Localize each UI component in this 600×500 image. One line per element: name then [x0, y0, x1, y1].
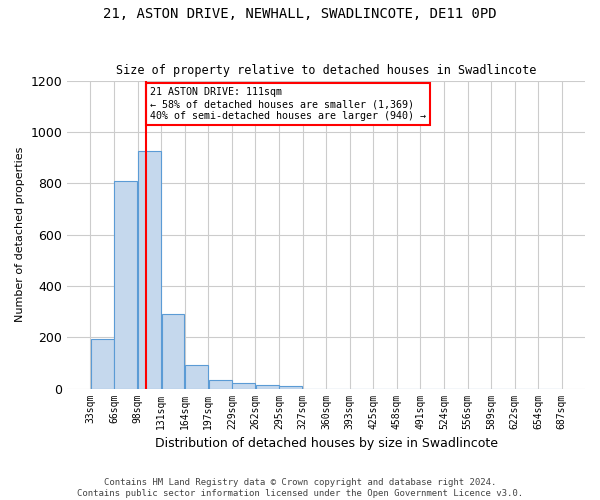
Bar [280, 386, 302, 388]
Bar [185, 366, 208, 388]
Text: Contains HM Land Registry data © Crown copyright and database right 2024.
Contai: Contains HM Land Registry data © Crown c… [77, 478, 523, 498]
Text: 21, ASTON DRIVE, NEWHALL, SWADLINCOTE, DE11 0PD: 21, ASTON DRIVE, NEWHALL, SWADLINCOTE, D… [103, 8, 497, 22]
Bar [138, 152, 161, 388]
Bar [232, 384, 255, 388]
Bar [209, 380, 232, 388]
X-axis label: Distribution of detached houses by size in Swadlincote: Distribution of detached houses by size … [155, 437, 497, 450]
Text: 21 ASTON DRIVE: 111sqm
← 58% of detached houses are smaller (1,369)
40% of semi-: 21 ASTON DRIVE: 111sqm ← 58% of detached… [151, 88, 427, 120]
Bar [161, 314, 184, 388]
Y-axis label: Number of detached properties: Number of detached properties [15, 147, 25, 322]
Bar [91, 338, 113, 388]
Bar [256, 384, 278, 388]
Title: Size of property relative to detached houses in Swadlincote: Size of property relative to detached ho… [116, 64, 536, 77]
Bar [115, 181, 137, 388]
